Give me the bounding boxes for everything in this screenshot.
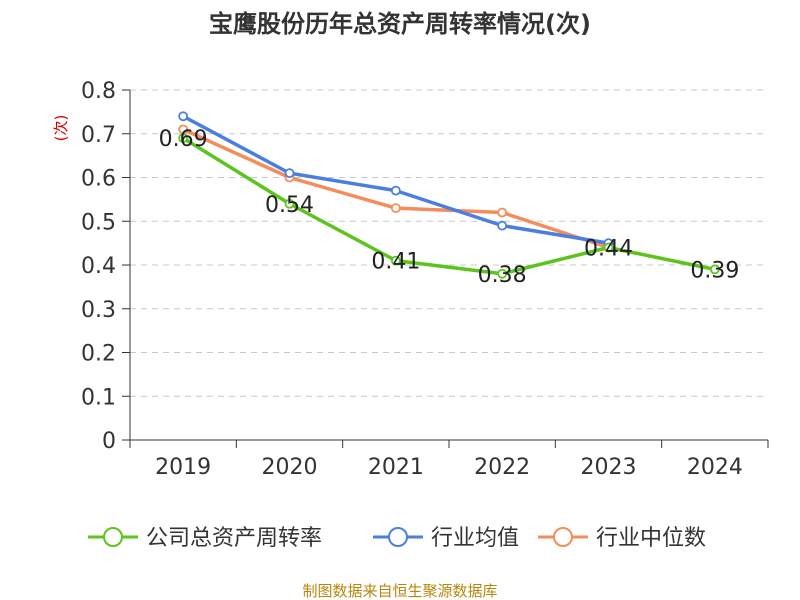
axes: 0 0.1 0.2 0.3 0.4 0.5 0.6 0.7 0.8 2019 2020 2021 202… bbox=[81, 79, 769, 480]
data-point bbox=[603, 242, 614, 253]
grid-lines bbox=[130, 89, 768, 397]
data-point bbox=[284, 168, 295, 179]
data-point bbox=[709, 264, 720, 275]
x-tick-label: 2020 bbox=[262, 455, 318, 480]
data-point bbox=[178, 111, 189, 122]
y-tick-label: 0.8 bbox=[81, 79, 116, 104]
data-label: 0.44 bbox=[584, 237, 633, 262]
y-tick-label: 0 bbox=[102, 429, 116, 454]
series-line bbox=[182, 136, 716, 276]
x-tick-label: 2024 bbox=[687, 455, 743, 480]
y-tick-label: 0.3 bbox=[81, 298, 116, 323]
data-point bbox=[497, 268, 508, 279]
data-point bbox=[284, 198, 295, 209]
legend-label: 行业均值 bbox=[431, 526, 519, 551]
y-tick-label: 0.5 bbox=[81, 210, 116, 235]
y-tick-label: 0.4 bbox=[81, 254, 116, 279]
legend-swatch-marker bbox=[388, 527, 408, 547]
series-line bbox=[182, 114, 609, 245]
data-label: 0.69 bbox=[159, 127, 208, 152]
y-axis-label: (次) bbox=[52, 115, 70, 142]
data-point bbox=[390, 203, 401, 214]
data-point bbox=[497, 207, 508, 218]
series-layer bbox=[178, 111, 720, 279]
y-tick-label: 0.1 bbox=[81, 385, 116, 410]
x-tick-label: 2021 bbox=[368, 455, 424, 480]
data-label: 0.54 bbox=[265, 193, 314, 218]
legend-swatch-marker bbox=[103, 527, 123, 547]
legend-swatch-marker bbox=[553, 527, 573, 547]
legend-label: 公司总资产周转率 bbox=[146, 526, 322, 551]
chart-title: 宝鹰股份历年总资产周转率情况(次) bbox=[209, 10, 591, 38]
data-label: 0.39 bbox=[690, 258, 739, 283]
data-label: 0.38 bbox=[478, 263, 527, 288]
data-point bbox=[390, 255, 401, 266]
y-tick-label: 0.6 bbox=[81, 167, 116, 192]
data-point bbox=[178, 133, 189, 144]
x-tick-label: 2022 bbox=[474, 455, 530, 480]
data-point bbox=[390, 185, 401, 196]
data-point bbox=[497, 220, 508, 231]
legend-label: 行业中位数 bbox=[596, 526, 706, 551]
y-tick-label: 0.2 bbox=[81, 342, 116, 367]
x-tick-label: 2023 bbox=[581, 455, 637, 480]
y-tick-label: 0.7 bbox=[81, 123, 116, 148]
data-labels: 0.69 0.54 0.41 0.38 0.44 0.39 bbox=[159, 127, 740, 288]
legend: 公司总资产周转率 行业均值 行业中位数 bbox=[88, 526, 706, 551]
source-note: 制图数据来自恒生聚源数据库 bbox=[302, 582, 497, 600]
data-label: 0.41 bbox=[371, 250, 420, 275]
x-tick-label: 2019 bbox=[155, 455, 211, 480]
